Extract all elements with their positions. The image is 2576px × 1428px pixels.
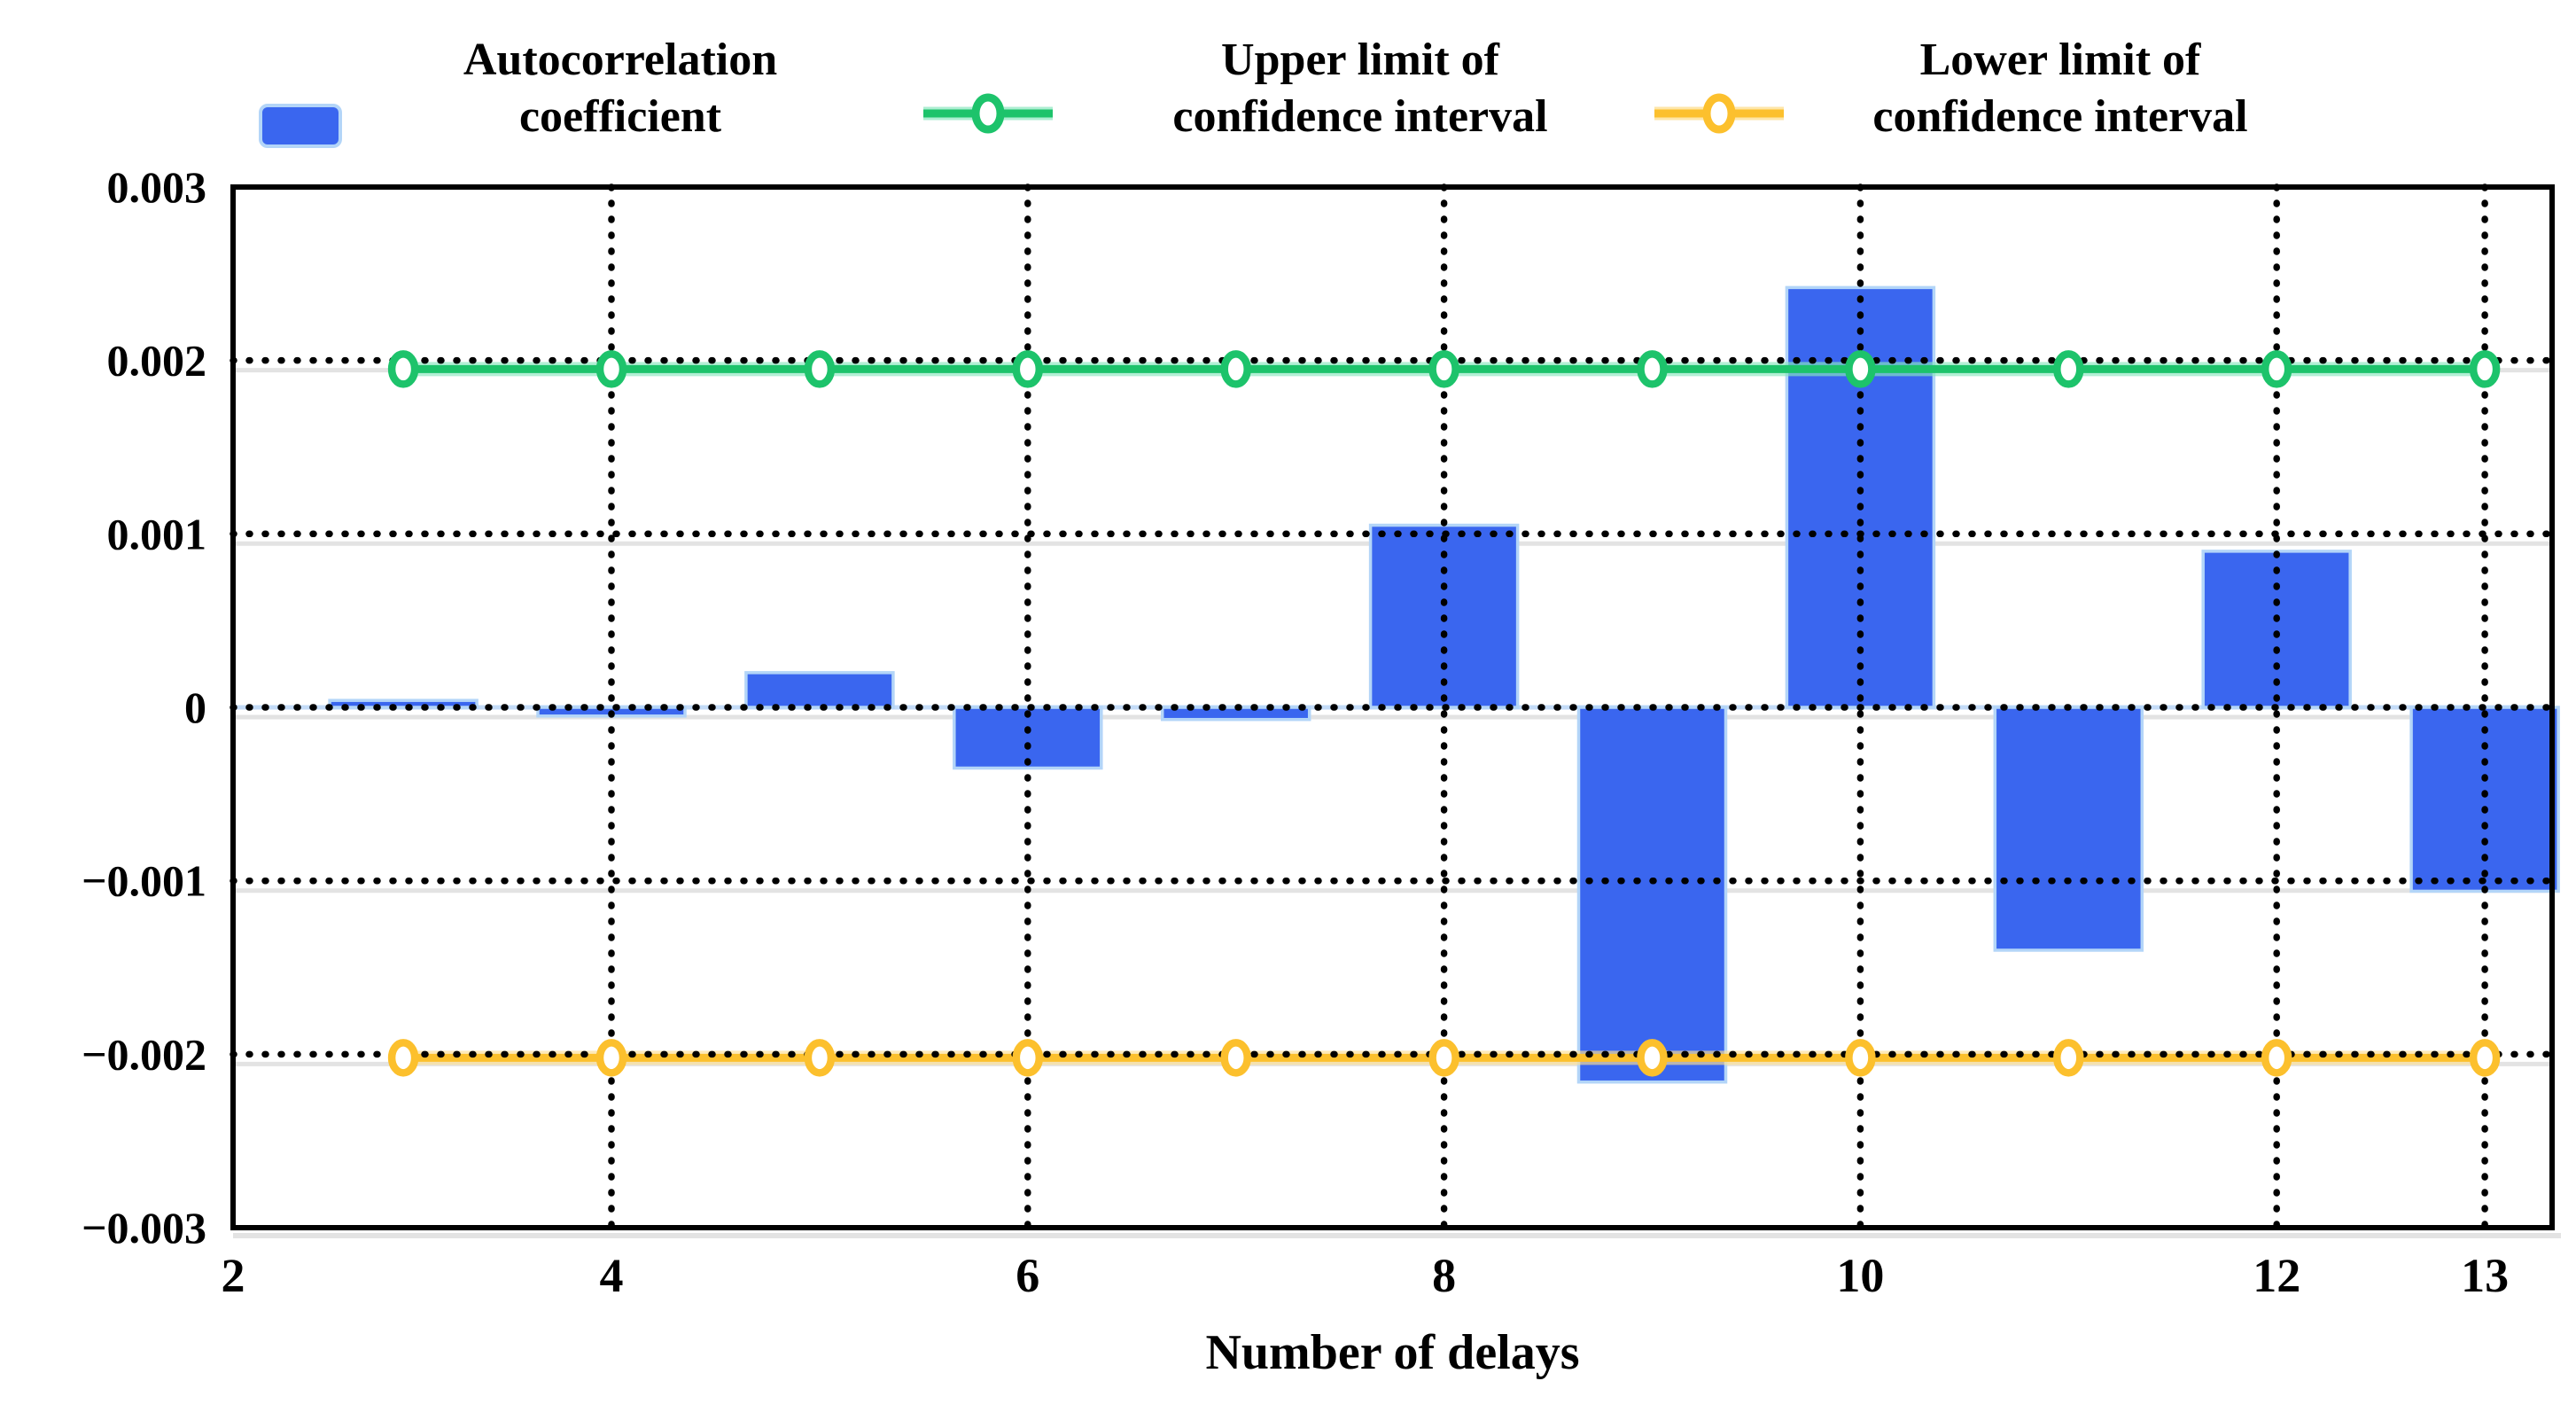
bar-swatch-icon	[259, 104, 342, 148]
plot-frame	[230, 184, 2555, 1230]
lower-ci-marker-delay-10	[1845, 1039, 1876, 1077]
lower-ci-marker-delay-5	[804, 1039, 836, 1077]
upper-ci-marker-delay-5	[804, 350, 836, 388]
y-tick-label: 0.002	[107, 336, 207, 386]
upper-ci-marker-delay-7	[1220, 350, 1251, 388]
legend-label-line1: Autocorrelation	[463, 35, 778, 85]
bar-delay-11	[1993, 706, 2144, 952]
bar-delay-5	[744, 671, 895, 709]
legend-label-line1: Upper limit of	[1221, 35, 1499, 85]
lower-ci-marker-delay-9	[1637, 1039, 1668, 1077]
x-tick-label: 12	[2253, 1249, 2300, 1302]
legend-label-line1: Lower limit of	[1919, 35, 2201, 85]
upper-ci-marker-delay-6	[1012, 350, 1044, 388]
x-tick-label: 4	[600, 1249, 624, 1302]
upper-ci-marker-delay-9	[1637, 350, 1668, 388]
legend-label-upper-ci: Upper limit of confidence interval	[1055, 32, 1666, 145]
x-tick-label: 10	[1836, 1249, 1884, 1302]
orange-open-circle-line-icon	[1654, 93, 1784, 134]
lower-ci-marker-delay-12	[2261, 1039, 2292, 1077]
legend-label-line2: confidence interval	[1172, 91, 1548, 142]
y-tick-label: −0.001	[82, 856, 206, 906]
x-tick-label: 2	[222, 1249, 245, 1302]
lower-ci-marker-delay-7	[1220, 1039, 1251, 1077]
upper-ci-marker-delay-13	[2469, 350, 2501, 388]
lower-ci-marker-delay-6	[1012, 1039, 1044, 1077]
x-tick-label: 8	[1432, 1249, 1456, 1302]
y-tick-label: −0.002	[82, 1029, 206, 1079]
legend-label-autocorrelation: Autocorrelation coefficient	[372, 32, 868, 145]
x-tick-label: 13	[2461, 1249, 2509, 1302]
bar-delay-9	[1576, 706, 1728, 1084]
x-axis-title: Number of delays	[1205, 1325, 1580, 1380]
bar-delay-13	[2409, 706, 2560, 893]
lower-ci-marker-delay-4	[595, 1039, 627, 1077]
upper-ci-marker-delay-10	[1845, 350, 1876, 388]
y-tick-label: 0	[184, 683, 206, 732]
green-open-circle-line-icon	[923, 93, 1053, 134]
upper-ci-marker-delay-8	[1428, 350, 1459, 388]
lower-ci-marker-delay-11	[2053, 1039, 2084, 1077]
x-tick-label: 6	[1016, 1249, 1039, 1302]
lower-ci-marker-delay-13	[2469, 1039, 2501, 1077]
y-tick-label: 0.003	[107, 162, 207, 212]
y-tick-label: 0.001	[107, 509, 207, 558]
upper-ci-marker-delay-4	[595, 350, 627, 388]
legend-label-line2: confidence interval	[1872, 91, 2248, 142]
upper-ci-marker-delay-12	[2261, 350, 2292, 388]
upper-ci-marker-delay-3	[387, 350, 419, 388]
lower-ci-marker-delay-8	[1428, 1039, 1459, 1077]
legend-label-lower-ci: Lower limit of confidence interval	[1763, 32, 2357, 145]
upper-ci-marker-delay-11	[2053, 350, 2084, 388]
lower-ci-marker-delay-3	[387, 1039, 419, 1077]
legend-label-line2: coefficient	[518, 91, 722, 142]
bar-delay-3	[328, 698, 479, 709]
y-tick-label: −0.003	[82, 1203, 206, 1252]
